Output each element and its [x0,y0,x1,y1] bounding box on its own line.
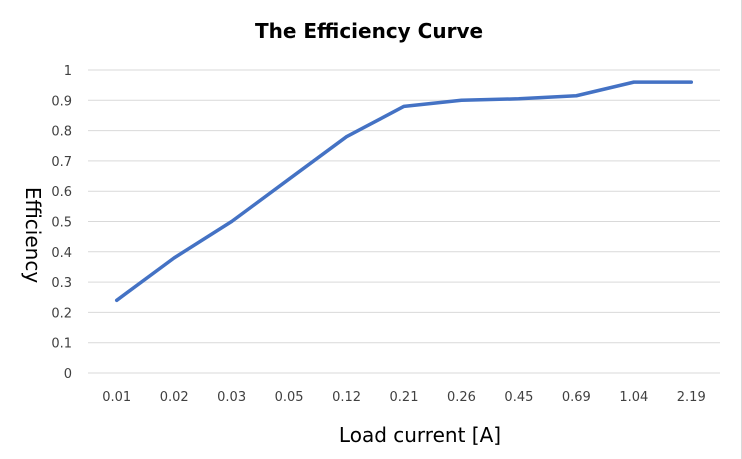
y-tick-label: 0 [64,367,72,382]
y-tick-label: 0.3 [51,276,72,291]
chart-title: The Efficiency Curve [255,19,483,43]
x-tick-label: 0.21 [390,390,419,405]
y-tick-label: 0.7 [51,155,72,170]
x-tick-label: 0.69 [562,390,591,405]
y-tick-label: 0.1 [51,337,72,352]
x-tick-label: 0.03 [217,390,246,405]
x-tick-label: 0.01 [102,390,131,405]
data-points [115,80,693,302]
data-point [287,177,291,181]
y-tick-label: 0.9 [51,94,72,109]
y-tick-label: 1 [64,64,72,79]
data-point [689,80,693,84]
x-tick-label: 0.45 [504,390,533,405]
x-axis-title: Load current [A] [339,423,501,447]
data-point [230,220,234,223]
x-tick-label: 0.12 [332,390,361,405]
y-tick-label: 0.5 [51,216,72,231]
x-tick-label: 0.02 [160,390,189,405]
gridlines [88,69,720,374]
data-point [459,98,463,102]
data-point [632,80,636,84]
data-point [402,104,406,108]
data-point [517,97,521,101]
data-point [115,298,119,302]
data-point [345,135,349,139]
y-tick-labels: 0 0.1 0.2 0.3 0.4 0.5 0.6 0.7 0.8 0.9 1 [51,64,72,382]
x-tick-label: 0.05 [275,390,304,405]
data-point [172,256,176,260]
data-point [574,94,578,98]
x-tick-label: 2.19 [677,390,706,405]
x-tick-label: 0.26 [447,390,476,405]
y-tick-label: 0.2 [51,306,72,321]
x-tick-labels: 0.01 0.02 0.03 0.05 0.12 0.21 0.26 0.45 0.69 1.04… [102,390,705,405]
y-axis-title: Efficiency [21,187,45,284]
y-tick-label: 0.8 [51,125,72,140]
x-tick-label: 1.04 [619,390,648,405]
y-tick-label: 0.6 [51,185,72,200]
y-tick-label: 0.4 [51,246,72,261]
